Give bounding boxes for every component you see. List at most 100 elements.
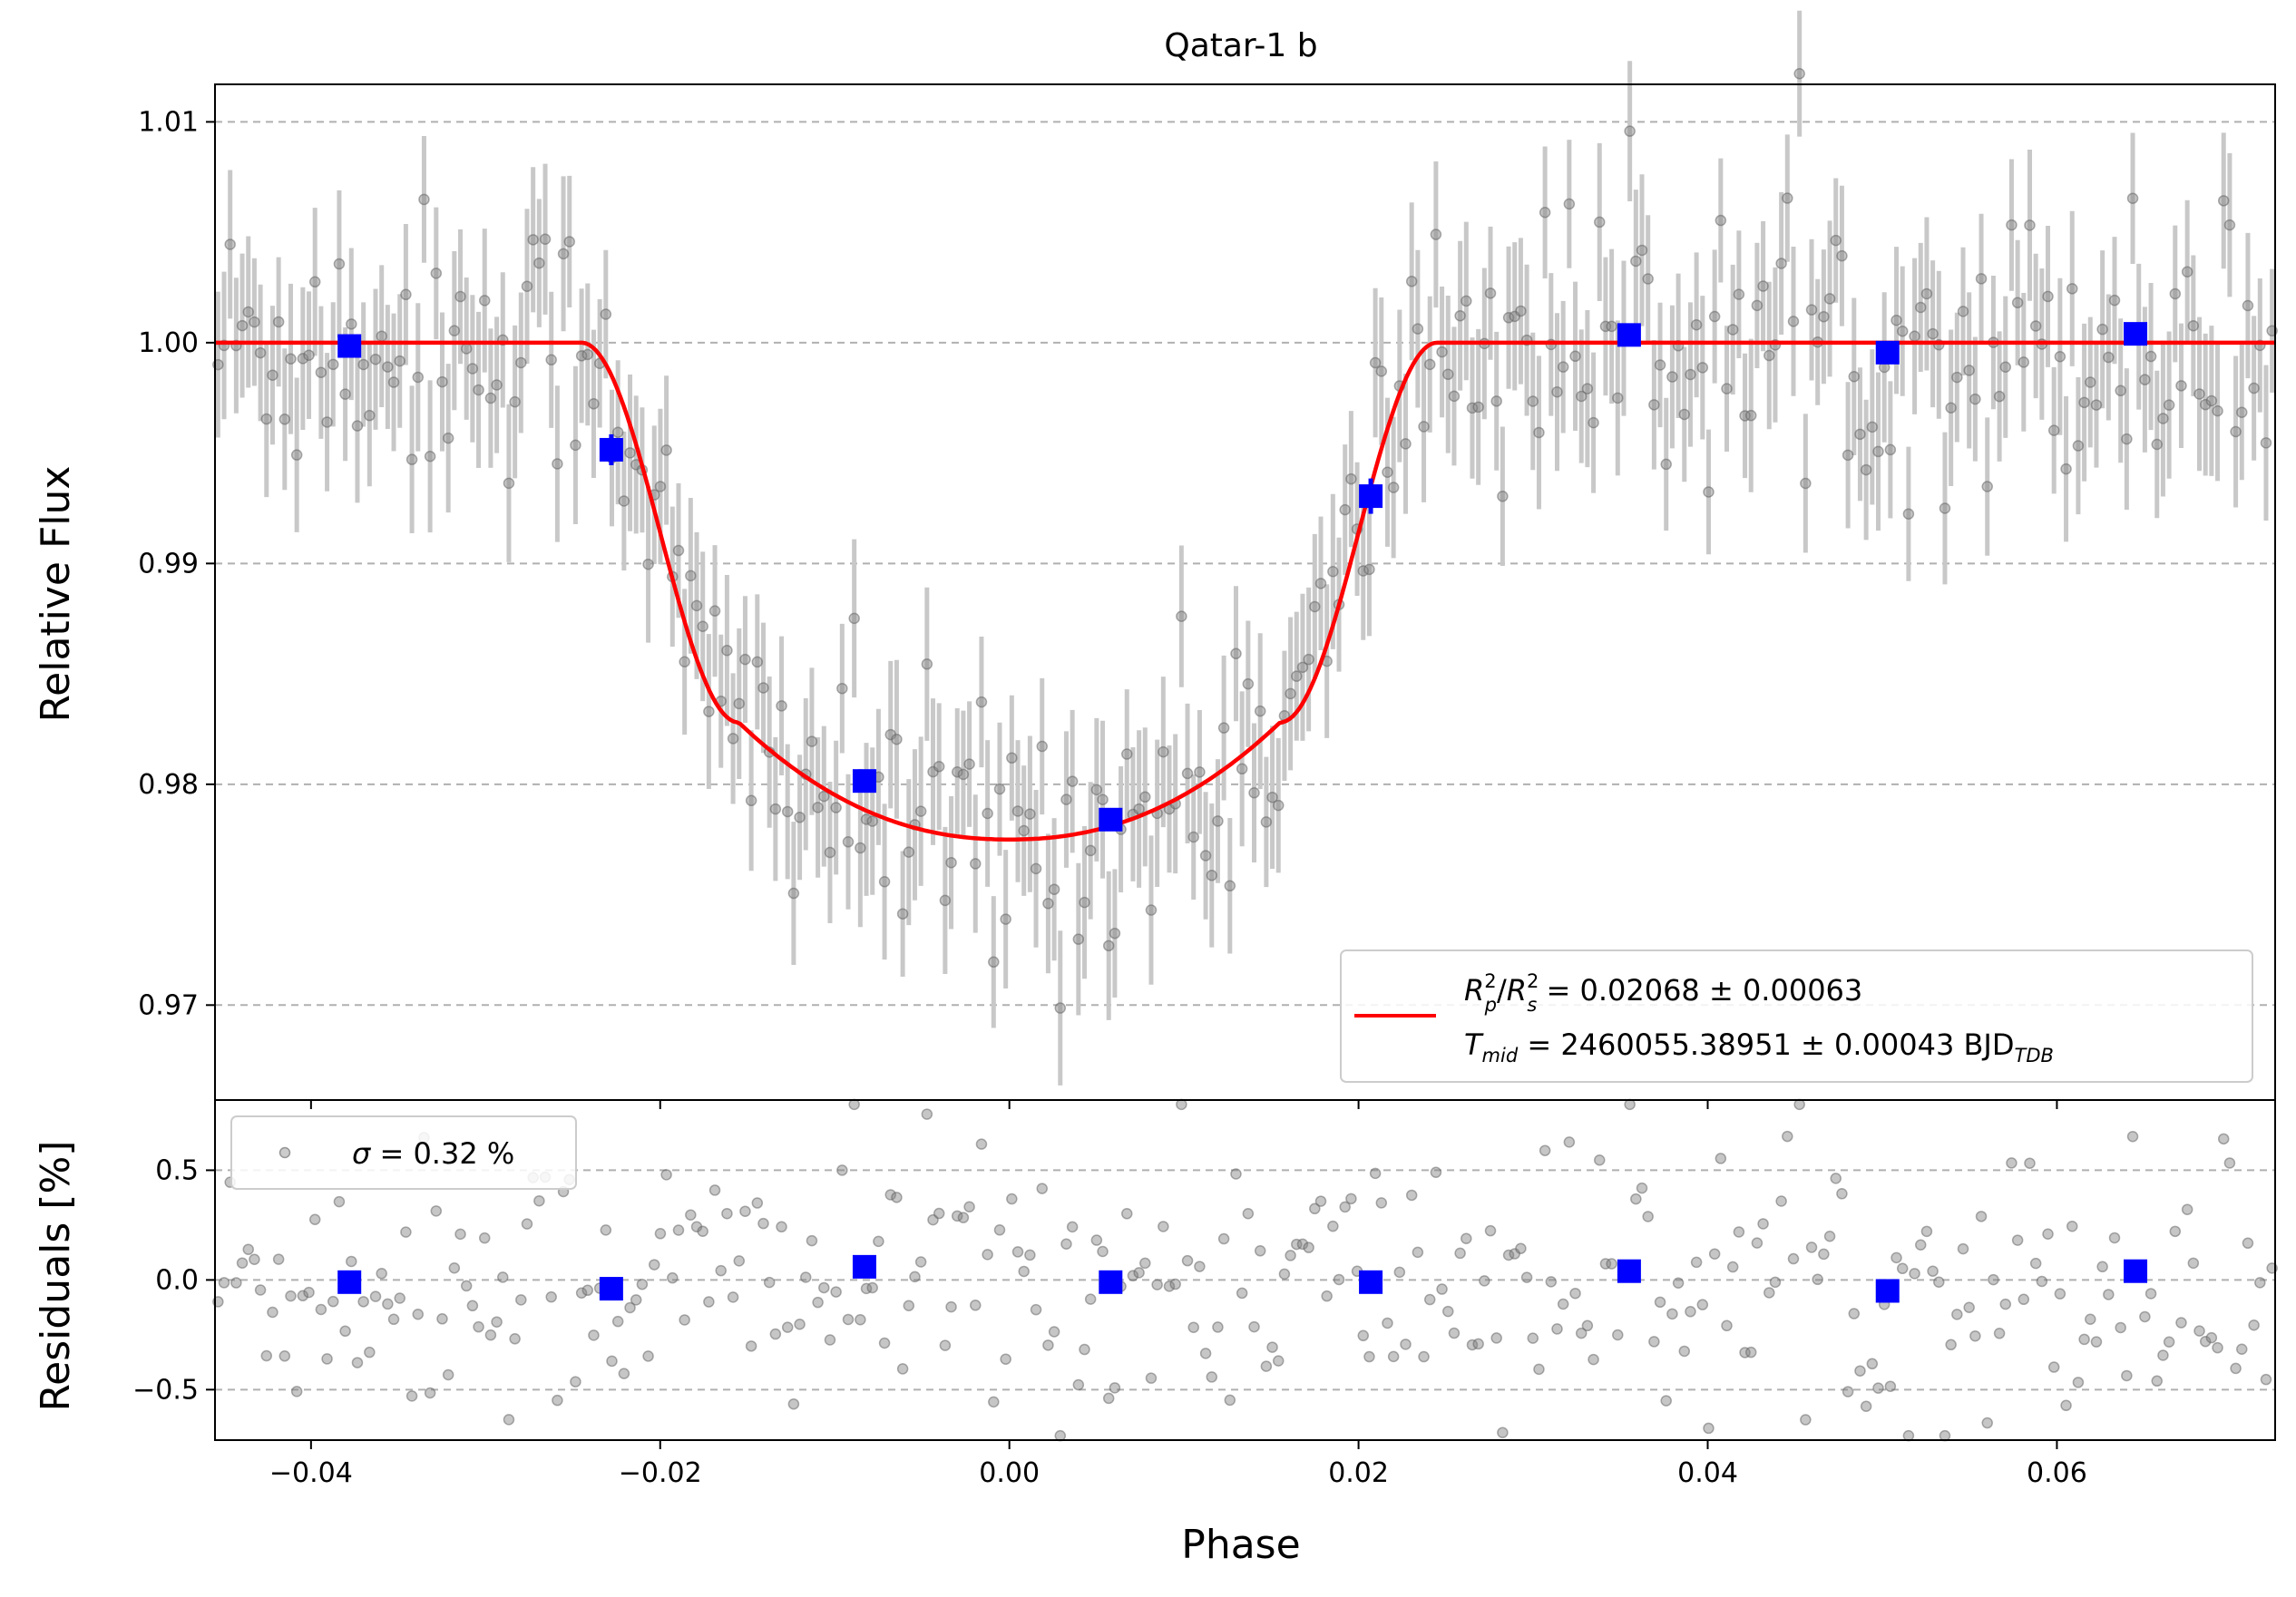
bottom-raw-point xyxy=(1703,1422,1715,1435)
bottom-raw-point xyxy=(1769,1276,1782,1289)
top-raw-point xyxy=(1011,805,1024,817)
top-raw-point xyxy=(781,805,794,818)
top-raw-point xyxy=(2260,437,2272,449)
bottom-raw-point xyxy=(1527,1332,1539,1344)
bottom-raw-point xyxy=(1423,1293,1436,1306)
top-raw-point xyxy=(1212,815,1224,827)
bottom-raw-point xyxy=(1230,1168,1242,1180)
bottom-raw-point xyxy=(405,1390,418,1402)
bottom-raw-point xyxy=(1000,1353,1011,1365)
top-raw-point xyxy=(552,458,563,470)
top-raw-point xyxy=(339,388,351,400)
bottom-raw-point xyxy=(667,1271,679,1284)
top-legend-tmid-label: Tmid = 2460055.38951 ± 0.00043 BJDTDB xyxy=(1464,1027,2054,1066)
bottom-raw-point xyxy=(1066,1221,1079,1233)
top-raw-point xyxy=(1345,472,1357,485)
bottom-raw-point xyxy=(806,1234,818,1247)
bottom-raw-point xyxy=(1248,1320,1260,1333)
bottom-raw-point xyxy=(1357,1329,1369,1342)
top-raw-point xyxy=(1823,293,1836,305)
bottom-raw-point xyxy=(218,1277,230,1289)
bottom-raw-point xyxy=(1606,1258,1617,1270)
bottom-raw-point xyxy=(333,1195,346,1208)
top-raw-point xyxy=(2217,195,2230,207)
bottom-raw-point xyxy=(884,1189,897,1201)
bottom-raw-point xyxy=(1497,1427,1509,1438)
bottom-raw-point xyxy=(2024,1157,2036,1169)
bottom-raw-point xyxy=(933,1207,945,1220)
top-y-tick-label: 1.00 xyxy=(138,327,199,359)
bottom-raw-point xyxy=(1461,1232,1472,1244)
bottom-raw-point xyxy=(1024,1249,1036,1261)
top-raw-point xyxy=(1133,803,1145,815)
bottom-raw-point xyxy=(1369,1167,1382,1180)
bottom-raw-point xyxy=(903,1300,915,1312)
top-raw-point xyxy=(745,794,757,807)
top-raw-point xyxy=(1666,371,1678,383)
bottom-raw-point xyxy=(2157,1349,2169,1361)
bottom-raw-point xyxy=(1612,1329,1624,1341)
bottom-raw-point xyxy=(1715,1153,1727,1164)
top-raw-point xyxy=(1121,748,1133,760)
bottom-y-axis-title: Residuals [%] xyxy=(33,1141,79,1412)
bottom-raw-point xyxy=(1593,1154,1606,1166)
top-raw-point xyxy=(878,875,891,888)
bottom-raw-point xyxy=(721,1207,733,1220)
top-raw-point xyxy=(2103,351,2115,364)
top-raw-point xyxy=(672,544,685,557)
bottom-raw-point xyxy=(2205,1331,2218,1344)
top-raw-point xyxy=(333,258,346,270)
top-raw-point xyxy=(570,439,581,452)
top-raw-point xyxy=(285,353,297,365)
top-raw-point xyxy=(1721,383,1733,394)
top-raw-point xyxy=(1884,443,1897,456)
top-y-tick-label: 1.01 xyxy=(138,106,199,138)
top-raw-point xyxy=(303,349,315,361)
top-raw-point xyxy=(260,413,273,425)
bottom-raw-point xyxy=(1139,1257,1151,1270)
bottom-raw-point xyxy=(249,1253,260,1266)
top-raw-point xyxy=(2236,406,2248,418)
top-raw-point xyxy=(1000,913,1011,925)
top-raw-point xyxy=(1230,648,1242,659)
bottom-raw-point xyxy=(1030,1303,1042,1316)
top-raw-point xyxy=(351,420,364,432)
bottom-raw-point xyxy=(1915,1239,1927,1251)
top-raw-point xyxy=(1176,610,1187,622)
top-raw-point xyxy=(1848,371,1861,383)
bottom-raw-point xyxy=(1927,1265,1939,1277)
top-raw-point xyxy=(751,656,764,668)
top-raw-point xyxy=(1363,563,1375,576)
top-raw-point xyxy=(2011,297,2024,309)
bottom-raw-point xyxy=(1575,1327,1588,1339)
top-panel-errorbars xyxy=(215,10,2275,1086)
top-raw-point xyxy=(315,366,327,378)
bottom-raw-point xyxy=(1842,1386,1854,1397)
bottom-raw-point xyxy=(460,1280,473,1292)
bottom-raw-point xyxy=(1782,1130,1793,1143)
bottom-raw-point xyxy=(1818,1248,1830,1261)
top-raw-point xyxy=(1327,566,1339,578)
bottom-raw-point xyxy=(600,1224,612,1236)
bottom-raw-point xyxy=(1236,1287,1248,1300)
top-raw-point xyxy=(975,696,988,708)
top-raw-point xyxy=(1079,896,1090,909)
bottom-raw-point xyxy=(1744,1346,1757,1358)
bottom-raw-point xyxy=(812,1296,824,1309)
top-raw-point xyxy=(1951,371,1963,384)
top-raw-point xyxy=(2085,376,2096,388)
bottom-raw-point xyxy=(2151,1375,2164,1388)
bottom-raw-point xyxy=(873,1235,884,1248)
bottom-raw-point xyxy=(624,1301,636,1314)
bottom-raw-point xyxy=(230,1277,242,1289)
bottom-raw-point xyxy=(2108,1232,2121,1244)
bottom-raw-point xyxy=(2187,1257,2200,1270)
top-raw-point xyxy=(697,620,708,632)
top-raw-point xyxy=(1030,862,1042,875)
bottom-raw-point xyxy=(739,1205,751,1217)
top-raw-point xyxy=(364,409,376,422)
bottom-raw-point xyxy=(945,1300,957,1313)
bottom-raw-point xyxy=(1309,1203,1321,1215)
top-raw-point xyxy=(618,495,630,507)
top-raw-point xyxy=(914,805,927,817)
